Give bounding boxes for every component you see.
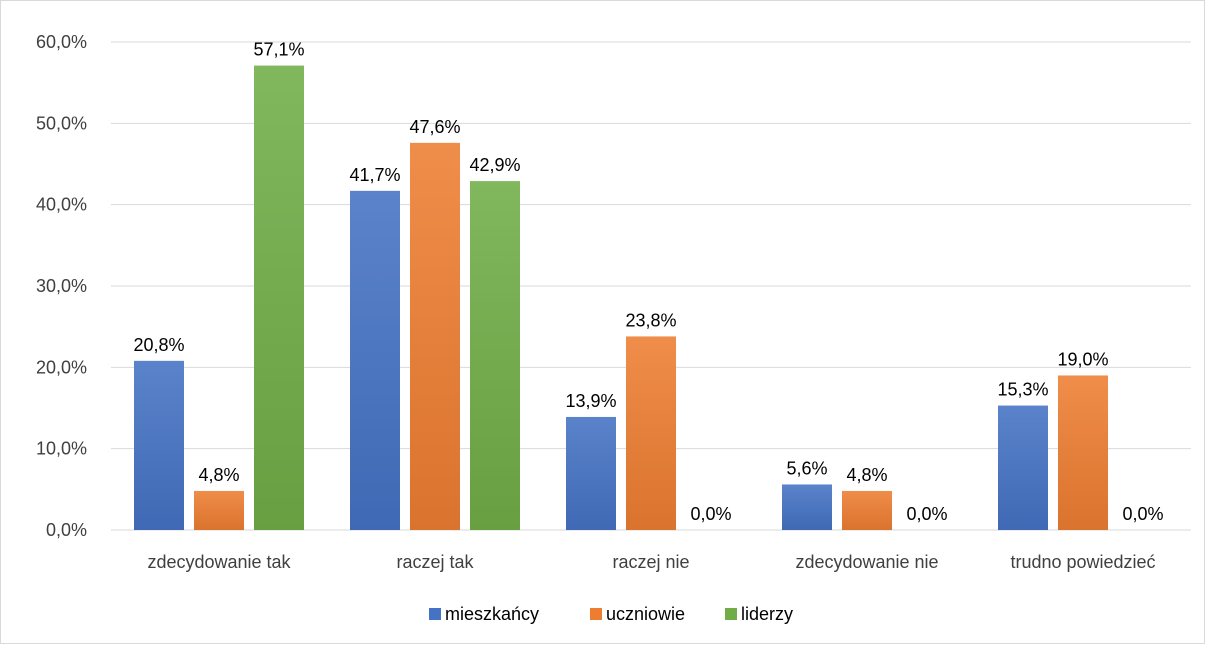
legend-swatch-0	[429, 608, 441, 620]
bar-mieszkańcy-1	[350, 190, 400, 530]
data-label: 5,6%	[786, 458, 827, 478]
x-tick-label: trudno powiedzieć	[1010, 552, 1155, 572]
x-tick-label: zdecydowanie tak	[147, 552, 291, 572]
bar-liderzy-0	[254, 65, 304, 530]
legend-label: liderzy	[741, 604, 793, 624]
y-tick-label: 0,0%	[46, 520, 87, 540]
data-label: 42,9%	[469, 155, 520, 175]
y-tick-label: 30,0%	[36, 276, 87, 296]
bar-uczniowie-4	[1058, 375, 1108, 530]
y-tick-label: 50,0%	[36, 113, 87, 133]
data-label: 0,0%	[690, 504, 731, 524]
data-label: 0,0%	[1122, 504, 1163, 524]
bar-uczniowie-0	[194, 490, 244, 530]
bar-uczniowie-1	[410, 142, 460, 530]
bar-uczniowie-2	[626, 336, 676, 530]
x-tick-label: raczej nie	[612, 552, 689, 572]
x-axis-ticks: zdecydowanie tak raczej tak raczej nie zdec…	[147, 552, 1155, 572]
data-label: 57,1%	[253, 40, 304, 60]
legend: mieszkańcy uczniowie liderzy	[429, 604, 793, 624]
y-tick-label: 20,0%	[36, 357, 87, 377]
bar-mieszkańcy-4	[998, 405, 1048, 530]
bar-mieszkańcy-2	[566, 416, 616, 530]
data-label: 13,9%	[565, 391, 616, 411]
bar-mieszkańcy-0	[134, 360, 184, 530]
bar-uczniowie-3	[842, 490, 892, 530]
data-label: 41,7%	[349, 165, 400, 185]
legend-label: uczniowie	[606, 604, 685, 624]
bars	[134, 65, 1108, 530]
data-label: 15,3%	[997, 380, 1048, 400]
y-tick-label: 40,0%	[36, 195, 87, 215]
bar-liderzy-1	[470, 181, 520, 530]
data-label: 23,8%	[625, 310, 676, 330]
bar-mieszkańcy-3	[782, 484, 832, 530]
y-tick-label: 10,0%	[36, 439, 87, 459]
x-tick-label: zdecydowanie nie	[795, 552, 938, 572]
data-label: 4,8%	[846, 465, 887, 485]
x-tick-label: raczej tak	[396, 552, 474, 572]
data-label: 19,0%	[1057, 349, 1108, 369]
data-label: 0,0%	[906, 504, 947, 524]
legend-label: mieszkańcy	[445, 604, 539, 624]
legend-swatch-2	[725, 608, 737, 620]
data-label: 4,8%	[198, 465, 239, 485]
legend-swatch-1	[590, 608, 602, 620]
y-tick-label: 60,0%	[36, 32, 87, 52]
data-labels: 20,8% 4,8% 57,1% 41,7% 47,6% 42,9% 13,9% 23,8% 0…	[133, 40, 1163, 524]
data-label: 20,8%	[133, 335, 184, 355]
data-label: 47,6%	[409, 117, 460, 137]
y-axis-ticks: 0,0% 10,0% 20,0% 30,0% 40,0% 50,0% 60,0%	[36, 32, 87, 540]
